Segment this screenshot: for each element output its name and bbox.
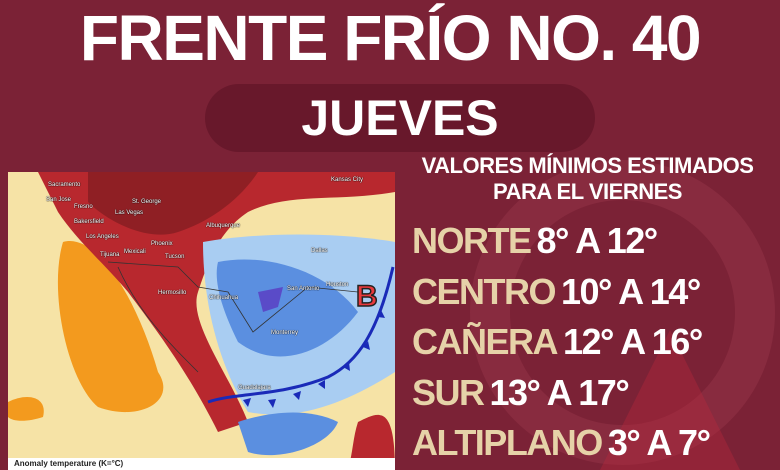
background-decoration: [600, 330, 740, 470]
temperature-anomaly-map: Sacramento San Jose Fresno Bakersfield L…: [8, 172, 395, 470]
city-label: Chihuahua: [209, 295, 239, 301]
region-range: 3° A 7°: [607, 422, 711, 463]
city-label: Kansas City: [331, 177, 364, 183]
region-row-norte: NORTE 8° A 12°: [412, 216, 709, 267]
region-row-centro: CENTRO 10° A 14°: [412, 267, 709, 318]
city-label: St. George: [132, 199, 162, 205]
city-label: San Antonio: [287, 286, 320, 292]
map-caption: Anomaly temperature (K=°C): [8, 458, 395, 470]
region-range: 13° A 17°: [489, 371, 630, 413]
city-label: Sacramento: [48, 182, 81, 188]
city-label: Los Angeles: [86, 234, 119, 240]
region-label: CENTRO: [412, 270, 557, 312]
day-badge: JUEVES: [205, 84, 595, 152]
region-temperature-list: NORTE 8° A 12° CENTRO 10° A 14° CAÑERA 12° …: [412, 216, 711, 469]
region-range: 12° A 16°: [563, 321, 703, 362]
region-label: NORTE: [412, 220, 532, 261]
city-label: Hermosillo: [158, 290, 187, 296]
cold-front-triangles: [243, 310, 385, 408]
heading-line-1: VALORES MÍNIMOS ESTIMADOS: [421, 153, 754, 178]
city-label: Fresno: [74, 204, 93, 210]
city-label: Guadalajara: [238, 385, 271, 391]
region-row-sur: SUR 13° A 17°: [412, 368, 709, 419]
city-label: San Jose: [46, 197, 72, 203]
region-range: 10° A 14°: [561, 270, 701, 312]
region-label: CAÑERA: [412, 321, 559, 362]
region-row-canera: CAÑERA 12° A 16°: [412, 317, 709, 368]
low-pressure-label: B: [355, 279, 378, 314]
city-label: Tijuana: [100, 252, 120, 258]
city-label: Houston: [326, 282, 349, 288]
region-row-altiplano: ALTIPLANO 3° A 7°: [412, 418, 711, 469]
city-label: Phoenix: [151, 241, 173, 247]
city-label: Tucson: [165, 254, 185, 260]
city-label: Mexicali: [124, 249, 146, 255]
region-label: ALTIPLANO: [412, 422, 603, 463]
city-label: Bakersfield: [74, 219, 104, 225]
forecast-heading: VALORES MÍNIMOS ESTIMADOS PARA EL VIERNE…: [395, 153, 780, 205]
region-label: SUR: [412, 371, 485, 413]
heading-line-2: PARA EL VIERNES: [493, 179, 682, 204]
region-range: 8° A 12°: [536, 220, 659, 261]
page-title: FRENTE FRÍO NO. 40: [79, 2, 702, 74]
city-label: Las Vegas: [115, 210, 144, 216]
city-label: Albuquerque: [206, 223, 241, 229]
city-label: Monterrey: [271, 330, 299, 336]
city-label: Dallas: [311, 248, 328, 254]
